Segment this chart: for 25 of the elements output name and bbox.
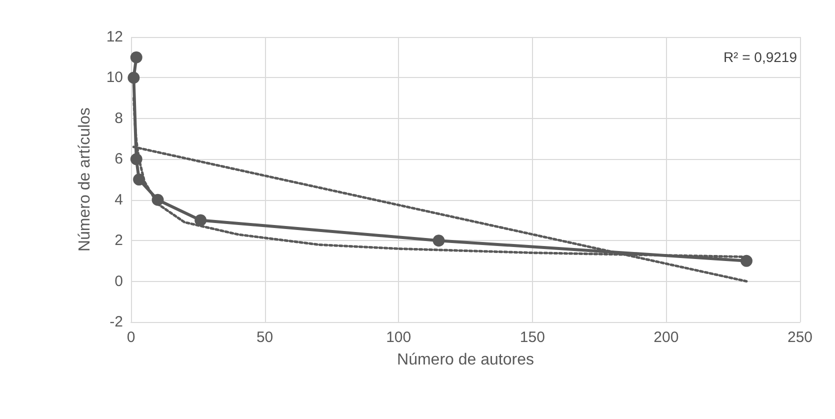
y-tick-label: 2	[114, 232, 123, 250]
x-tick-label: 0	[126, 329, 136, 346]
y-tick-label: 8	[114, 110, 123, 127]
y-tick-label: 0	[114, 272, 123, 290]
point	[432, 234, 445, 247]
point	[130, 153, 142, 166]
x-axis-title: Número de autores	[397, 352, 534, 368]
x-tick-label: 250	[787, 329, 813, 346]
x-tick-label: 100	[386, 329, 412, 346]
point	[740, 254, 752, 267]
point	[133, 174, 146, 186]
annotation: R² = 0,9219	[723, 49, 798, 65]
y-tick-label: 10	[106, 69, 123, 86]
x-tick-label: 150	[520, 329, 545, 346]
y-tick-label: -2	[110, 314, 123, 330]
x-tick-label: 50	[256, 329, 274, 346]
point	[130, 51, 142, 64]
y-tick-label: 4	[114, 191, 123, 208]
x-tick-label: 200	[654, 329, 679, 346]
y-tick-label: 12	[106, 28, 123, 46]
y-tick-label: 6	[114, 150, 123, 168]
point	[194, 214, 207, 226]
point	[128, 72, 140, 84]
y-axis-title: Número de artículos	[76, 107, 94, 252]
point	[152, 194, 164, 206]
